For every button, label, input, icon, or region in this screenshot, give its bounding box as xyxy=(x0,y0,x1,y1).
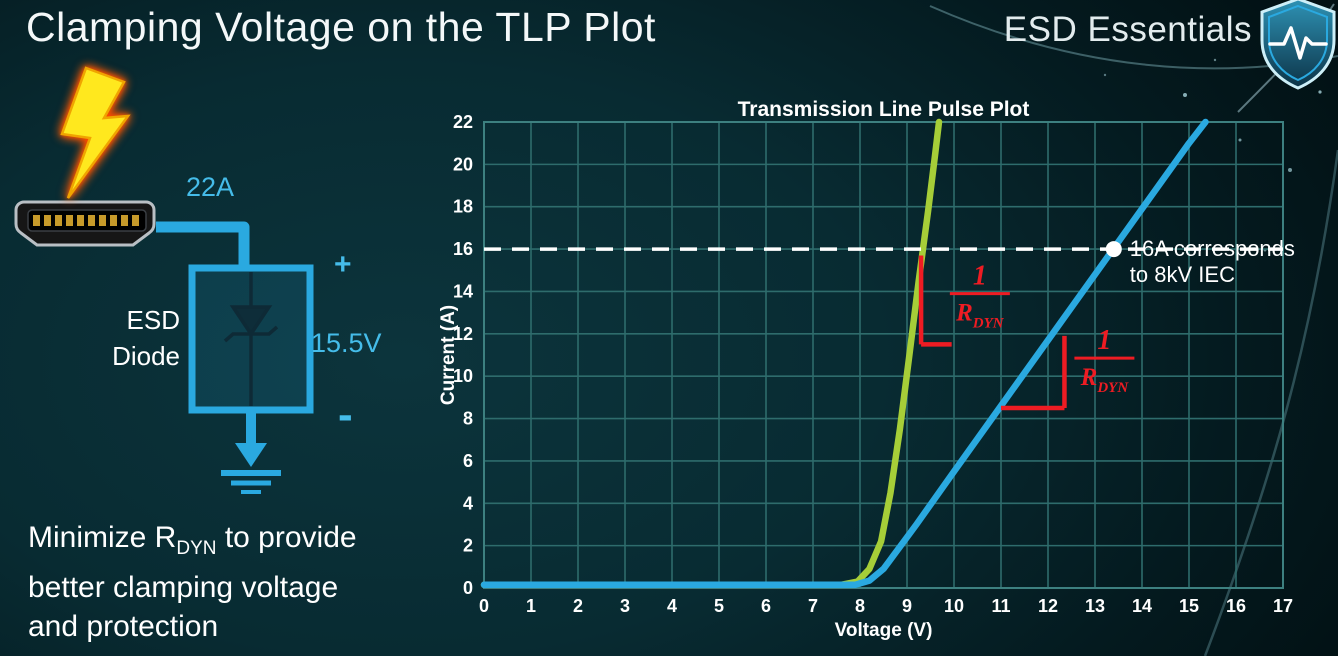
ground-icon xyxy=(221,410,281,494)
series-green-low-rdyn xyxy=(480,118,943,589)
chart-title: Transmission Line Pulse Plot xyxy=(738,98,1030,121)
slide-note: Minimize RDYN to provide better clamping… xyxy=(28,518,357,646)
swoosh-curve xyxy=(1203,149,1338,656)
note-line-3: and protection xyxy=(28,610,219,643)
esd-shield-logo-icon xyxy=(1260,0,1336,90)
x-tick-label: 10 xyxy=(944,596,964,616)
y-tick-label: 4 xyxy=(463,493,473,513)
marker-label-line1: 16A corresponds xyxy=(1130,236,1295,261)
x-tick-label: 16 xyxy=(1226,596,1246,616)
slide-title: Clamping Voltage on the TLP Plot xyxy=(26,4,656,50)
y-tick-label: 14 xyxy=(453,281,473,301)
marker-label-line2: to 8kV IEC xyxy=(1130,262,1235,287)
brand-text: ESD Essentials xyxy=(1003,10,1252,49)
x-tick-label: 17 xyxy=(1273,596,1293,616)
esd-diode-label-line2: Diode xyxy=(112,341,180,371)
esd-diode-label: ESD Diode xyxy=(58,302,180,374)
y-axis-label: Current (A) xyxy=(440,305,459,405)
y-tick-label: 18 xyxy=(453,197,473,217)
note-line-1: Minimize RDYN to provide xyxy=(28,518,357,568)
fraction-numerator: 1 xyxy=(1097,325,1111,356)
x-tick-label: 8 xyxy=(855,596,865,616)
x-tick-label: 6 xyxy=(761,596,771,616)
y-tick-label: 0 xyxy=(463,578,473,598)
y-tick-label: 10 xyxy=(453,366,473,386)
x-tick-label: 3 xyxy=(620,596,630,616)
x-tick-label: 2 xyxy=(573,596,583,616)
x-tick-label: 15 xyxy=(1179,596,1199,616)
note-post: to provide xyxy=(216,521,357,554)
x-tick-label: 0 xyxy=(479,596,489,616)
note-subscript: DYN xyxy=(176,538,217,559)
x-axis-label: Voltage (V) xyxy=(835,620,933,641)
x-tick-label: 7 xyxy=(808,596,818,616)
note-line-2: better clamping voltage xyxy=(28,571,339,604)
pulse-icon xyxy=(1268,26,1328,60)
esd-diode-label-line1: ESD xyxy=(126,305,180,335)
y-tick-label: 6 xyxy=(463,451,473,471)
x-tick-label: 14 xyxy=(1132,596,1152,616)
fraction-denominator: RDYN xyxy=(955,300,1005,332)
fraction-denominator: RDYN xyxy=(1080,364,1130,396)
minus-polarity-label: - xyxy=(338,390,353,439)
zener-diode-symbol-icon xyxy=(223,272,279,406)
hdmi-connector-icon xyxy=(14,200,156,247)
plot-frame xyxy=(483,121,1284,589)
y-tick-label: 8 xyxy=(463,409,473,429)
surge-wire xyxy=(156,221,250,268)
x-tick-label: 12 xyxy=(1038,596,1058,616)
y-tick-label: 2 xyxy=(463,536,473,556)
y-tick-label: 12 xyxy=(453,324,473,344)
x-tick-label: 5 xyxy=(714,596,724,616)
note-pre: Minimize R xyxy=(28,521,177,554)
clamp-voltage-label: 15.5V xyxy=(311,328,382,358)
lightning-bolt-icon xyxy=(60,66,131,199)
y-tick-label: 20 xyxy=(453,154,473,174)
surge-current-label: 22A xyxy=(186,172,235,202)
sparkle-dots xyxy=(1103,38,1322,252)
x-tick-label: 4 xyxy=(667,596,677,616)
x-tick-label: 1 xyxy=(526,596,536,616)
esd-circuit-diagram xyxy=(14,66,314,494)
x-tick-label: 9 xyxy=(902,596,912,616)
plus-polarity-label: + xyxy=(334,248,352,281)
y-tick-label: 16 xyxy=(453,239,473,259)
x-tick-label: 11 xyxy=(991,596,1010,616)
x-tick-label: 13 xyxy=(1085,596,1105,616)
marker-dot xyxy=(1105,241,1122,258)
fraction-numerator: 1 xyxy=(973,261,987,292)
y-tick-label: 22 xyxy=(453,112,473,132)
series-blue-high-rdyn xyxy=(480,118,1209,589)
